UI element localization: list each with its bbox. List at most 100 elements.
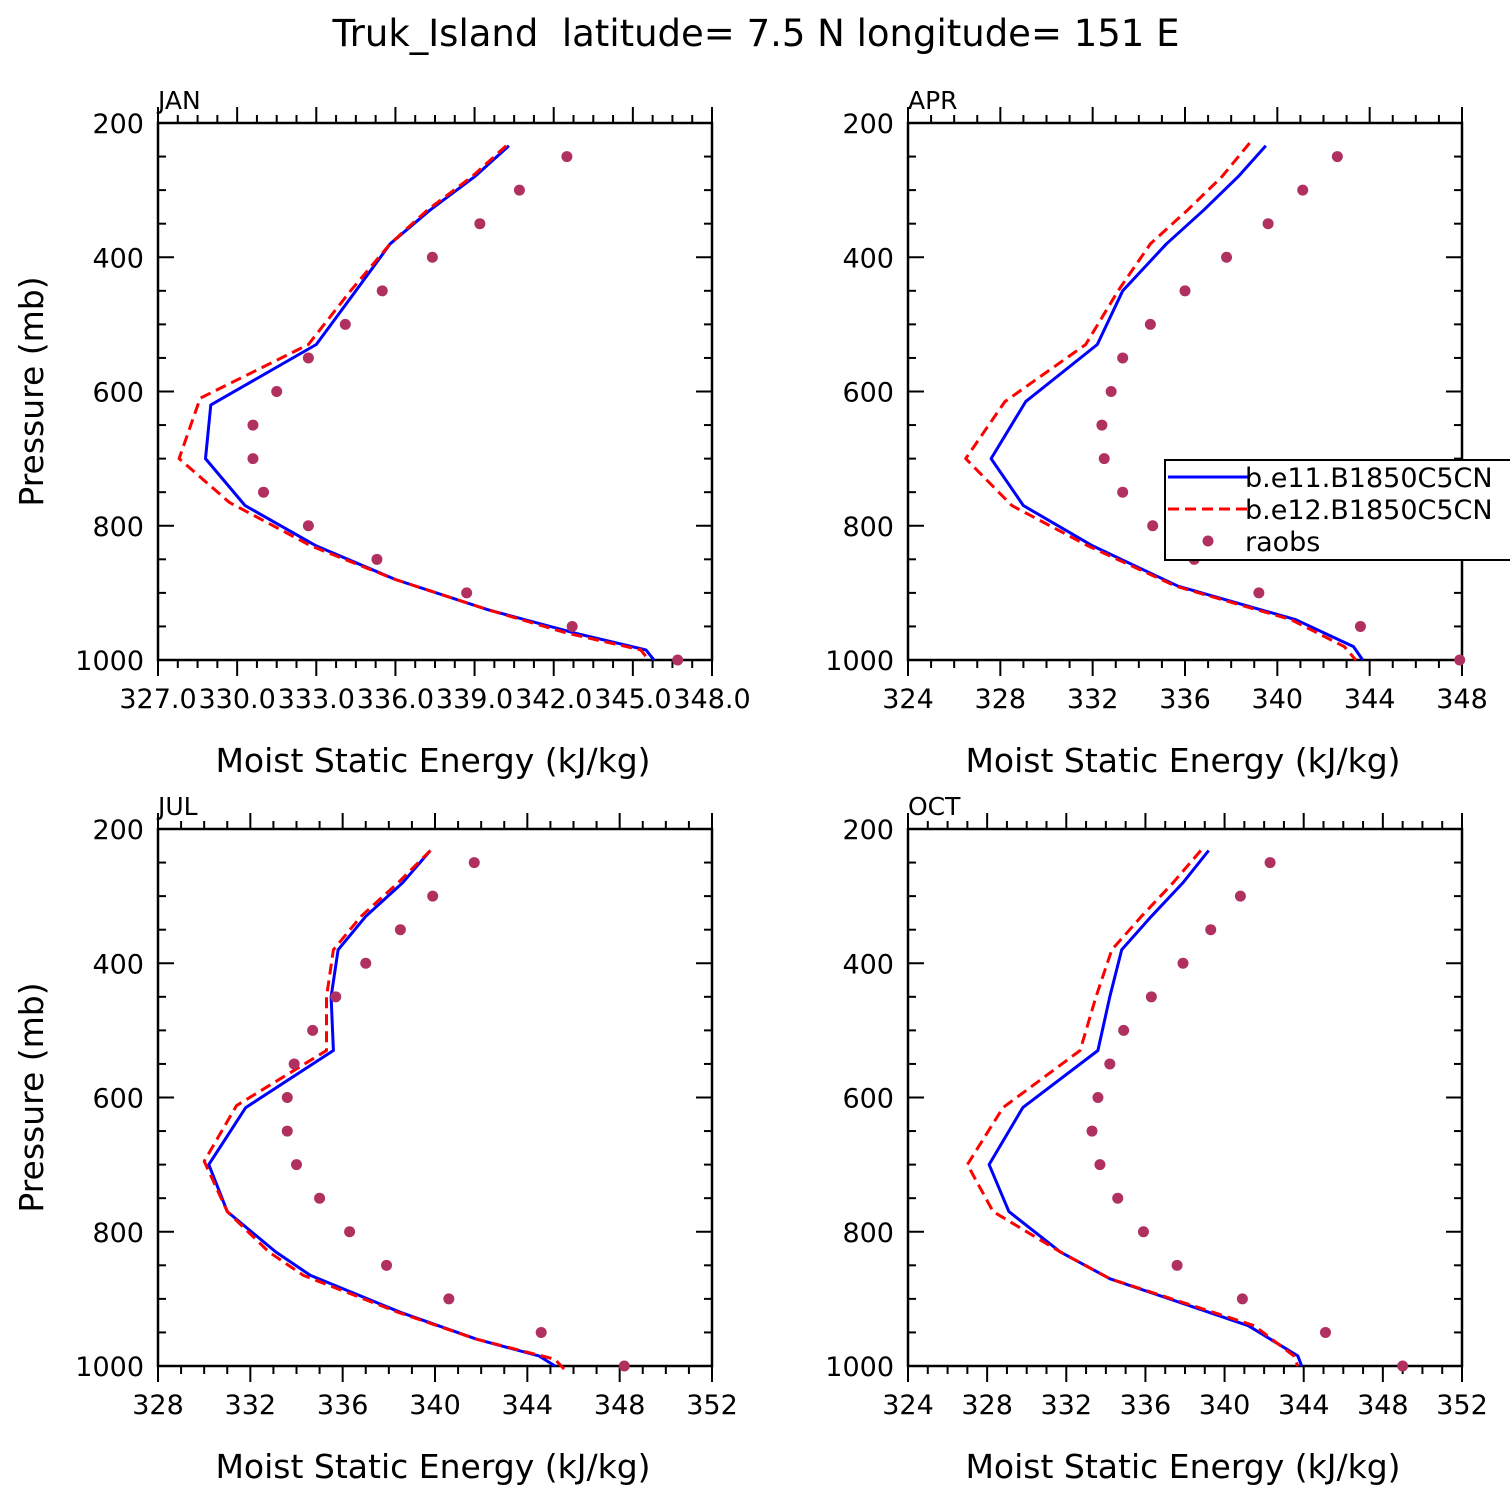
x-axis-label: Moist Static Energy (kJ/kg)	[215, 1447, 650, 1486]
raobs-point	[1264, 857, 1276, 869]
raobs-point	[314, 1192, 326, 1204]
x-axis-label: Moist Static Energy (kJ/kg)	[215, 741, 650, 780]
x-tick-label: 339.0	[436, 684, 513, 715]
y-tick-label: 400	[92, 243, 144, 274]
x-axis-label: Moist Static Energy (kJ/kg)	[965, 1447, 1400, 1486]
x-tick-label: 352	[1436, 1390, 1488, 1421]
panel-apr: APR 200 400 600 800 1000 324 328 332 336 340 344 348…	[825, 86, 1487, 780]
raobs-point	[1179, 285, 1191, 297]
raobs-point	[1205, 924, 1217, 936]
raobs-point	[1144, 318, 1156, 330]
raobs-point	[1253, 587, 1265, 599]
raobs-point	[1118, 1024, 1130, 1036]
raobs-point	[1147, 520, 1159, 532]
x-tick-label: 348	[1357, 1390, 1409, 1421]
raobs-point	[339, 318, 351, 330]
y-tick-label: 1000	[825, 646, 894, 677]
x-tick-label: 324	[882, 1390, 934, 1421]
x-tick-label: 345.0	[594, 684, 671, 715]
x-tick-label: 328	[132, 1390, 184, 1421]
raobs-point	[360, 957, 372, 969]
raobs-point	[344, 1226, 356, 1238]
x-tick-label: 352	[686, 1390, 738, 1421]
panel-label: JAN	[156, 86, 201, 115]
x-tick-label: 342.0	[515, 684, 592, 715]
raobs-point	[1086, 1125, 1098, 1137]
raobs-point	[561, 151, 573, 163]
y-tick-label: 200	[92, 109, 144, 140]
raobs-point	[1297, 184, 1309, 196]
raobs-point	[258, 486, 270, 498]
x-tick-label: 340	[1199, 1390, 1251, 1421]
raobs-point	[247, 419, 259, 431]
y-tick-label: 200	[842, 109, 894, 140]
raobs-point	[1236, 1293, 1248, 1305]
x-tick-label: 332	[1041, 1390, 1093, 1421]
raobs-point	[376, 285, 388, 297]
raobs-point	[1094, 1159, 1106, 1171]
x-tick-label: 332	[225, 1390, 277, 1421]
panel-jul: JUL 200 400 600 800 1000 328 332 336 340 344 348 352…	[12, 792, 738, 1486]
plot-frame	[906, 827, 1464, 1368]
raobs-point	[672, 654, 684, 666]
x-tick-label: 336	[317, 1390, 369, 1421]
x-tick-label: 336.0	[357, 684, 434, 715]
series-line-b-e11	[204, 144, 656, 661]
raobs-point	[1177, 957, 1189, 969]
raobs-point	[1098, 453, 1110, 465]
raobs-point	[1096, 419, 1108, 431]
x-tick-label: 344	[1278, 1390, 1330, 1421]
y-tick-label: 600	[92, 1084, 144, 1115]
panel-label: APR	[908, 86, 958, 115]
y-tick-label: 400	[842, 243, 894, 274]
x-tick-label: 332	[1067, 684, 1119, 715]
raobs-point	[427, 890, 439, 902]
raobs-point	[1104, 1058, 1116, 1070]
x-tick-label: 348	[1436, 684, 1488, 715]
raobs-point	[461, 587, 473, 599]
legend-label: raobs	[1245, 527, 1320, 558]
y-tick-label: 600	[842, 378, 894, 409]
y-tick-label: 200	[92, 815, 144, 846]
raobs-point	[1145, 991, 1157, 1003]
x-tick-label: 336	[1120, 1390, 1172, 1421]
raobs-point	[281, 1092, 293, 1103]
raobs-point	[330, 991, 342, 1003]
figure-title: Truk_Island latitude= 7.5 N longitude= 1…	[332, 12, 1180, 55]
plot-frame	[156, 827, 714, 1368]
x-tick-label: 327.0	[119, 684, 196, 715]
raobs-point	[288, 1058, 300, 1070]
y-tick-label: 800	[842, 1218, 894, 1249]
raobs-point	[1234, 890, 1246, 902]
raobs-point	[426, 251, 438, 263]
raobs-point	[1112, 1192, 1124, 1204]
series-line-b-e11	[207, 849, 556, 1368]
x-tick-label: 348	[594, 1390, 646, 1421]
y-tick-label: 400	[92, 949, 144, 980]
raobs-point	[1171, 1259, 1183, 1271]
raobs-point	[1117, 486, 1129, 498]
plot-frame	[906, 121, 1464, 662]
y-tick-label: 800	[842, 512, 894, 543]
raobs-point	[1221, 251, 1233, 263]
x-tick-label: 340	[1252, 684, 1304, 715]
raobs-point	[513, 184, 525, 196]
raobs-point	[281, 1125, 293, 1137]
y-axis-label: Pressure (mb)	[12, 276, 51, 506]
panel-oct: OCT 200 400 600 800 1000 324 328 332 336 340 344 348…	[825, 792, 1487, 1486]
raobs-point	[1454, 654, 1466, 666]
x-tick-label: 348.0	[673, 684, 750, 715]
raobs-point	[566, 620, 578, 632]
series-line-b-e11	[987, 849, 1304, 1367]
raobs-point	[247, 453, 259, 465]
x-tick-label: 336	[1159, 684, 1211, 715]
series-line-b-e12	[202, 849, 566, 1371]
y-tick-label: 1000	[75, 646, 144, 677]
y-tick-label: 1000	[75, 1352, 144, 1383]
raobs-point	[271, 386, 283, 397]
y-tick-label: 800	[92, 512, 144, 543]
y-tick-label: 1000	[825, 1352, 894, 1383]
